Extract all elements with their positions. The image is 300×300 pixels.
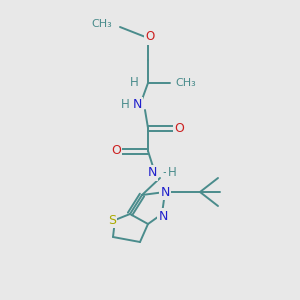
Text: N: N bbox=[147, 167, 157, 179]
Text: N: N bbox=[158, 209, 168, 223]
Text: N: N bbox=[132, 98, 142, 112]
Text: -: - bbox=[163, 167, 167, 179]
Text: H: H bbox=[121, 98, 129, 112]
Text: H: H bbox=[130, 76, 138, 89]
Text: CH₃: CH₃ bbox=[91, 19, 112, 29]
Text: O: O bbox=[174, 122, 184, 134]
Text: CH₃: CH₃ bbox=[175, 78, 196, 88]
Text: O: O bbox=[111, 145, 121, 158]
Text: H: H bbox=[168, 167, 176, 179]
Text: N: N bbox=[160, 185, 170, 199]
Text: O: O bbox=[146, 31, 154, 44]
Text: S: S bbox=[108, 214, 116, 226]
